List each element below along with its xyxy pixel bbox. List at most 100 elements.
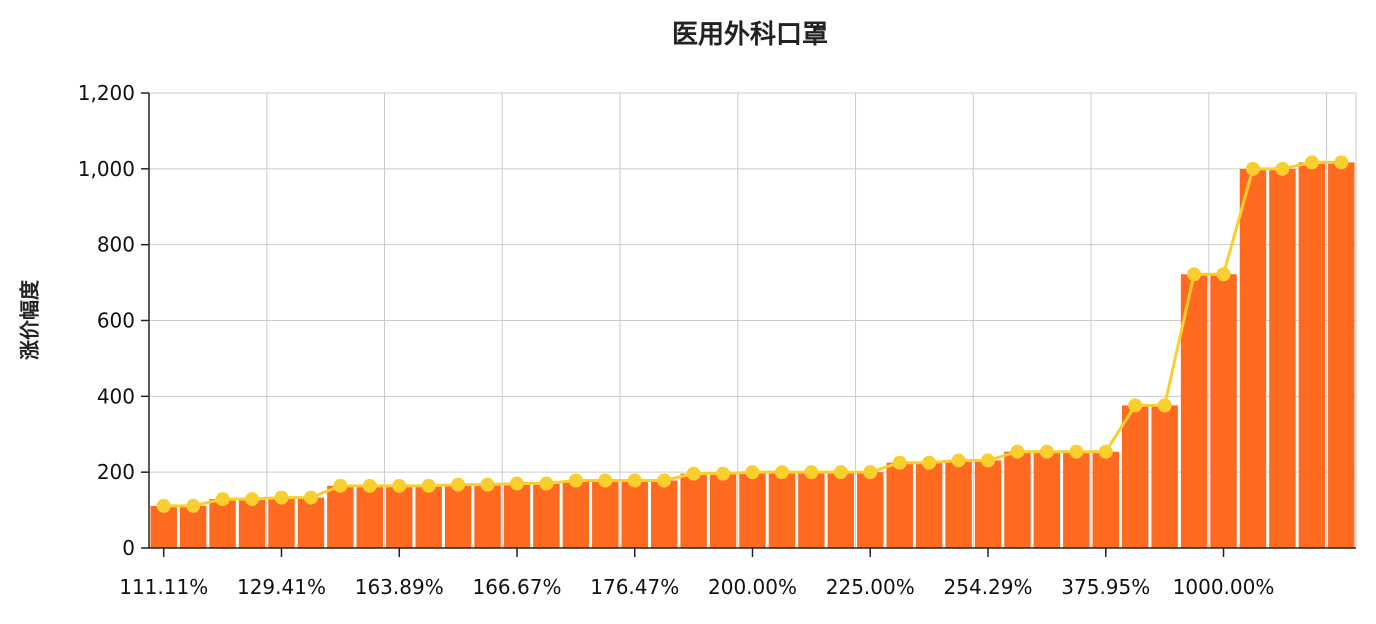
y-tick-label: 1,200	[78, 81, 135, 105]
bar	[415, 485, 442, 548]
bar	[768, 472, 796, 548]
bar	[209, 499, 236, 548]
bar	[945, 460, 972, 548]
bar	[621, 480, 648, 548]
y-tick-label: 200	[97, 460, 135, 484]
series-point	[1245, 161, 1260, 176]
series-point	[863, 465, 878, 480]
series-point	[981, 453, 996, 468]
series-point	[1069, 444, 1084, 459]
x-tick-label: 176.47%	[590, 575, 679, 599]
bar	[1328, 162, 1355, 548]
bar	[268, 497, 295, 548]
series-point	[568, 473, 583, 488]
series-point	[1157, 398, 1172, 413]
bar	[474, 484, 501, 548]
bar	[1269, 168, 1296, 549]
series-point	[774, 465, 789, 480]
chart-title: 医用外科口罩	[671, 20, 828, 50]
bar	[533, 483, 560, 548]
bar	[798, 472, 825, 548]
y-tick-label: 1,000	[78, 157, 135, 181]
x-tick-label: 163.89%	[355, 575, 444, 599]
series-point	[1334, 155, 1349, 170]
bar	[1033, 451, 1061, 548]
x-tick-label: 1000.00%	[1173, 575, 1275, 599]
y-tick-label: 400	[97, 384, 135, 408]
series-point	[627, 473, 642, 488]
series-point	[156, 498, 171, 513]
bar	[592, 480, 619, 548]
bar	[297, 497, 325, 548]
bar	[739, 472, 766, 548]
series-point	[1304, 155, 1319, 170]
bar	[1004, 451, 1031, 548]
bar	[857, 472, 884, 548]
series-point	[392, 478, 407, 493]
series-point	[451, 477, 466, 492]
series-point	[480, 477, 495, 492]
bar	[827, 472, 855, 548]
series-point	[951, 453, 966, 468]
x-tick-label: 129.41%	[237, 575, 326, 599]
bar	[179, 505, 207, 548]
series-point	[892, 455, 907, 470]
series-point	[509, 476, 524, 491]
series-point	[1275, 161, 1290, 176]
x-tick-label: 254.29%	[944, 575, 1033, 599]
bar	[709, 473, 737, 548]
series-point	[716, 466, 731, 481]
y-tick-label: 0	[122, 536, 135, 560]
y-axis-title: 涨价幅度	[17, 280, 42, 360]
bar	[238, 499, 266, 548]
bar	[1151, 405, 1178, 548]
series-point	[303, 490, 318, 505]
bar	[1092, 451, 1119, 548]
series-point	[1128, 398, 1143, 413]
x-tick-label: 375.95%	[1061, 575, 1150, 599]
series-point	[245, 492, 260, 507]
x-tick-label: 225.00%	[826, 575, 915, 599]
series-point	[274, 490, 289, 505]
series-point	[1098, 444, 1113, 459]
series-point	[1216, 267, 1231, 282]
x-tick-label: 166.67%	[472, 575, 561, 599]
series-point	[421, 478, 436, 493]
bar	[915, 462, 943, 548]
bar	[1121, 405, 1149, 548]
x-tick-label: 111.11%	[119, 575, 208, 599]
bar	[1210, 274, 1237, 548]
series-point	[1187, 267, 1202, 282]
bar	[386, 485, 413, 548]
bar	[650, 480, 678, 548]
series-point	[333, 478, 348, 493]
bar	[1239, 168, 1267, 549]
bar	[503, 483, 531, 548]
bar	[150, 505, 177, 548]
series-point	[1039, 444, 1054, 459]
series-point	[745, 465, 760, 480]
series-point	[686, 466, 701, 481]
bar	[680, 473, 707, 548]
series-point	[922, 455, 937, 470]
bar	[444, 484, 472, 548]
bar	[562, 480, 590, 548]
x-tick-label: 200.00%	[708, 575, 797, 599]
series-point	[804, 465, 819, 480]
y-tick-label: 800	[97, 233, 135, 257]
series-point	[657, 473, 672, 488]
series-point	[833, 465, 848, 480]
series-point	[186, 498, 201, 513]
bar	[886, 462, 913, 548]
y-tick-label: 600	[97, 309, 135, 333]
bar	[974, 460, 1002, 548]
series-point	[362, 478, 377, 493]
series-point	[539, 476, 554, 491]
bar	[1298, 162, 1326, 548]
series-point	[215, 492, 230, 507]
series-point	[1010, 444, 1025, 459]
bar	[356, 485, 384, 548]
series-point	[598, 473, 613, 488]
